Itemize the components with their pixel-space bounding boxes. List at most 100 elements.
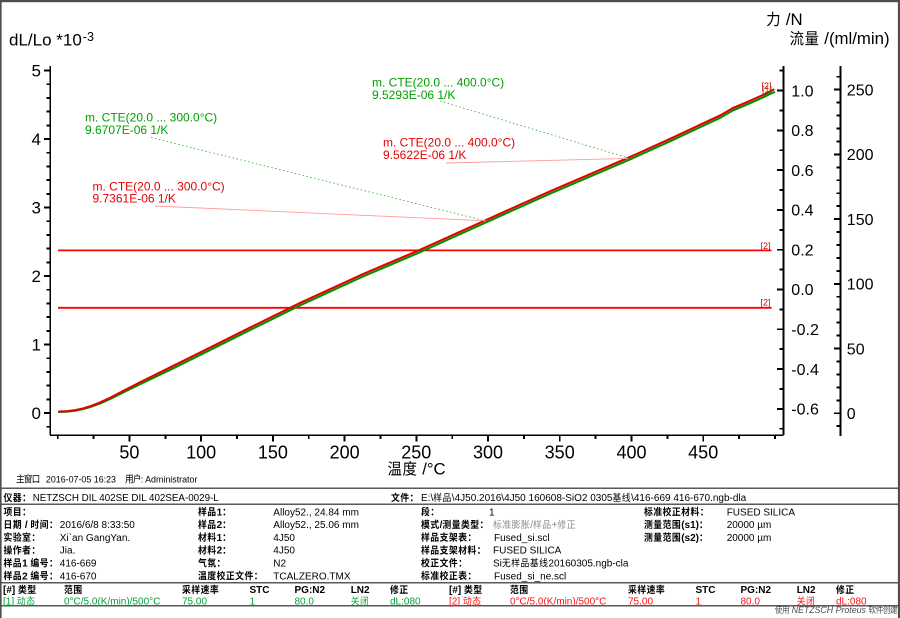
svg-text:/°C: /°C xyxy=(422,460,446,479)
svg-text:2016-07-05 16:23: 2016-07-05 16:23 xyxy=(46,474,116,484)
svg-text:400: 400 xyxy=(616,442,646,462)
svg-text:[2]: [2] xyxy=(761,298,771,308)
svg-text:2: 2 xyxy=(217,520,223,531)
svg-text:1.0: 1.0 xyxy=(791,83,813,100)
svg-text:\4J50.2016\4J50 160608-SiO2 03: \4J50.2016\4J50 160608-SiO2 0305 xyxy=(452,493,613,504)
svg-text:Xi`an GangYan.: Xi`an GangYan. xyxy=(60,532,130,544)
svg-text:Fused_si.scl: Fused_si.scl xyxy=(494,533,550,544)
svg-text:200: 200 xyxy=(330,442,360,462)
svg-text:80.0: 80.0 xyxy=(295,597,315,608)
svg-text:FUSED SILICA: FUSED SILICA xyxy=(493,546,562,557)
svg-text:4J50: 4J50 xyxy=(273,533,295,544)
svg-text:[#]: [#] xyxy=(3,585,15,596)
svg-text:/: / xyxy=(440,520,443,531)
svg-text:100: 100 xyxy=(847,277,874,294)
svg-text:N2: N2 xyxy=(273,559,286,570)
svg-text:(s2): (s2) xyxy=(681,533,699,544)
svg-text:1: 1 xyxy=(22,559,28,570)
svg-text:dL:080: dL:080 xyxy=(390,597,421,608)
svg-text:1: 1 xyxy=(217,533,223,544)
svg-text:/N: /N xyxy=(786,10,803,29)
svg-text:2: 2 xyxy=(22,571,28,582)
svg-text:Fused_si_ne.scl: Fused_si_ne.scl xyxy=(494,571,566,582)
svg-text:20160305.ngb-cla: 20160305.ngb-cla xyxy=(548,559,629,570)
svg-text:0: 0 xyxy=(847,406,856,423)
svg-text:(s1): (s1) xyxy=(681,520,699,531)
svg-text:250: 250 xyxy=(847,82,874,99)
svg-text:0°C/5.0(K/min)/500°C: 0°C/5.0(K/min)/500°C xyxy=(64,597,160,608)
svg-text:-3: -3 xyxy=(83,30,94,44)
svg-text:1: 1 xyxy=(489,507,495,518)
svg-text:9.7361E-06 1/K: 9.7361E-06 1/K xyxy=(93,191,176,205)
svg-text:LN2: LN2 xyxy=(797,585,816,596)
svg-text:2: 2 xyxy=(217,546,223,557)
svg-text:\416-669 416-670.ngb-dla: \416-669 416-670.ngb-dla xyxy=(631,493,747,504)
svg-text:m. CTE(20.0 ... 400.0°C): m. CTE(20.0 ... 400.0°C) xyxy=(383,136,515,150)
svg-text:0: 0 xyxy=(32,404,41,423)
svg-text:PG:N2: PG:N2 xyxy=(741,585,772,596)
svg-text:dL/Lo *10: dL/Lo *10 xyxy=(9,31,82,50)
svg-text:3: 3 xyxy=(32,199,41,218)
svg-text:Si: Si xyxy=(493,559,502,570)
svg-text:350: 350 xyxy=(545,442,575,462)
svg-text:m. CTE(20.0 ... 300.0°C): m. CTE(20.0 ... 300.0°C) xyxy=(93,179,225,193)
svg-text:9.5293E-06 1/K: 9.5293E-06 1/K xyxy=(372,88,455,102)
svg-text:E:\: E:\ xyxy=(421,493,433,504)
svg-text:[2]: [2] xyxy=(449,597,460,608)
svg-text:m. CTE(20.0 ... 300.0°C): m. CTE(20.0 ... 300.0°C) xyxy=(85,110,217,124)
svg-text:-0.2: -0.2 xyxy=(791,322,819,339)
svg-text:[2]: [2] xyxy=(762,81,772,91)
svg-text:1: 1 xyxy=(250,597,256,608)
svg-text:75.00: 75.00 xyxy=(182,597,207,608)
svg-text:STC: STC xyxy=(696,585,716,596)
svg-text:LN2: LN2 xyxy=(351,585,370,596)
svg-text:2: 2 xyxy=(32,267,41,286)
svg-text:20000 µm: 20000 µm xyxy=(727,533,772,544)
svg-text:Alloy52., 24.84 mm: Alloy52., 24.84 mm xyxy=(273,507,359,518)
svg-text:[2]: [2] xyxy=(761,241,771,251)
svg-text:/(ml/min): /(ml/min) xyxy=(824,29,889,48)
svg-text:Alloy52., 25.06 mm: Alloy52., 25.06 mm xyxy=(273,520,359,531)
svg-text:m. CTE(20.0 ... 400.0°C): m. CTE(20.0 ... 400.0°C) xyxy=(372,76,504,90)
svg-text:450: 450 xyxy=(688,442,718,462)
svg-text:PG:N2: PG:N2 xyxy=(295,585,326,596)
svg-text:20000 µm: 20000 µm xyxy=(727,520,772,531)
svg-text:80.0: 80.0 xyxy=(741,597,761,608)
svg-text:75.00: 75.00 xyxy=(628,597,653,608)
svg-text:/: / xyxy=(25,520,28,531)
svg-text:Jia.: Jia. xyxy=(60,546,76,557)
svg-text:0.8: 0.8 xyxy=(791,123,813,140)
svg-text:0.6: 0.6 xyxy=(791,163,813,180)
svg-text:416-669: 416-669 xyxy=(60,559,97,570)
svg-text:150: 150 xyxy=(258,442,288,462)
svg-text:: Administrator: : Administrator xyxy=(141,474,198,484)
svg-text:0.0: 0.0 xyxy=(791,282,813,299)
svg-text:250: 250 xyxy=(401,442,431,462)
svg-text:-0.6: -0.6 xyxy=(791,402,819,419)
svg-text:300: 300 xyxy=(473,442,503,462)
svg-text:[#]: [#] xyxy=(449,585,461,596)
svg-text:+: + xyxy=(552,520,558,531)
svg-text:0°C/5.0(K/min)/500°C: 0°C/5.0(K/min)/500°C xyxy=(510,597,606,608)
svg-text:[1]: [1] xyxy=(3,597,14,608)
svg-text:1: 1 xyxy=(217,507,223,518)
svg-text:TCALZERO.TMX: TCALZERO.TMX xyxy=(273,571,351,582)
svg-text:100: 100 xyxy=(186,442,216,462)
svg-text:/: / xyxy=(530,520,533,531)
svg-text:150: 150 xyxy=(847,212,874,229)
svg-text:200: 200 xyxy=(847,147,874,164)
svg-text:0.4: 0.4 xyxy=(791,203,813,220)
svg-text:NETZSCH DIL 402SE DIL 402SEA-0: NETZSCH DIL 402SE DIL 402SEA-0029-L xyxy=(33,493,220,504)
svg-text:STC: STC xyxy=(250,585,270,596)
svg-text:5: 5 xyxy=(32,62,41,81)
svg-text:4J50: 4J50 xyxy=(273,546,295,557)
svg-text:50: 50 xyxy=(119,442,139,462)
svg-text:-0.4: -0.4 xyxy=(791,362,819,379)
svg-text:416-670: 416-670 xyxy=(60,571,97,582)
svg-text:NETZSCH Proteus: NETZSCH Proteus xyxy=(792,605,867,615)
svg-text:0.2: 0.2 xyxy=(791,243,813,260)
svg-text:1: 1 xyxy=(32,336,41,355)
svg-text:dL:080: dL:080 xyxy=(836,597,867,608)
svg-text:9.5622E-06 1/K: 9.5622E-06 1/K xyxy=(383,148,466,162)
svg-text:4: 4 xyxy=(32,130,41,149)
